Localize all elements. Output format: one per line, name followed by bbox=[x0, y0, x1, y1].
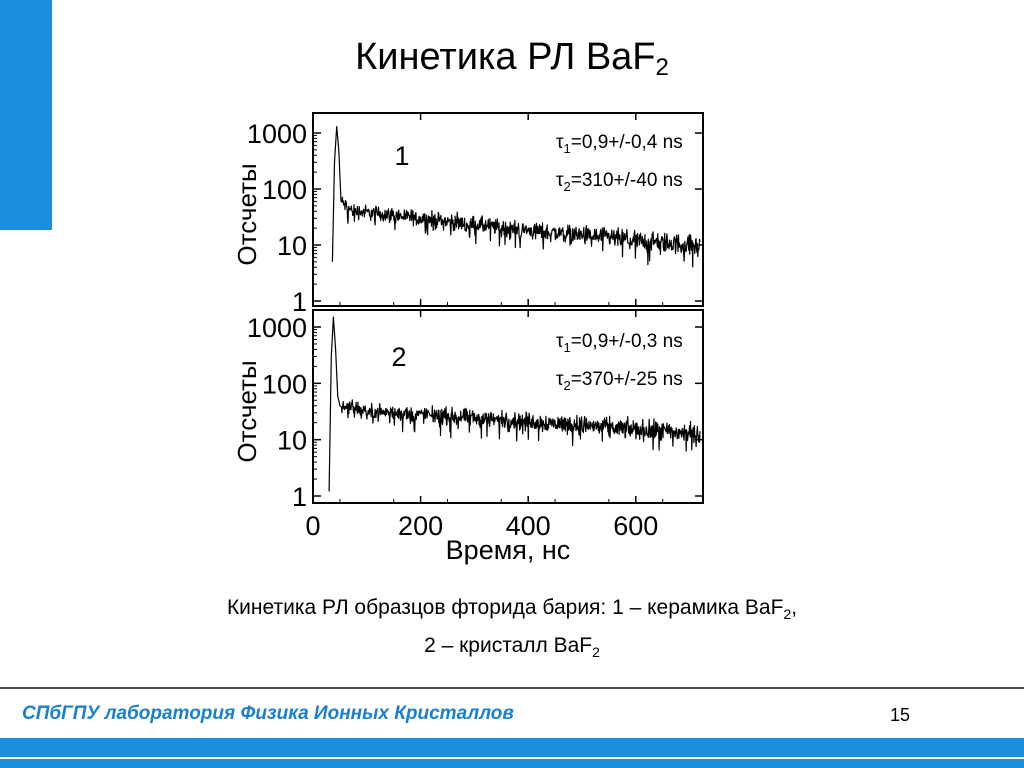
panel-number: 1 bbox=[394, 141, 409, 171]
panel-number: 2 bbox=[391, 342, 406, 372]
footer-band bbox=[0, 738, 1024, 768]
figure-caption: Кинетика РЛ образцов фторида бария: 1 – … bbox=[0, 592, 1024, 668]
footer-band-stripe bbox=[0, 757, 1024, 759]
panel-2: 1 10 100 1000 Отсчеты 2 τ1=0,9+/-0,3 ns τ2=370+… bbox=[232, 309, 704, 512]
y-tick-label: 100 bbox=[262, 175, 307, 205]
caption-line-1-end: , bbox=[791, 596, 798, 619]
panel-frame bbox=[312, 309, 704, 504]
y-tick-label: 10 bbox=[277, 231, 307, 261]
series-line bbox=[328, 316, 701, 492]
tau-annotation: τ1=0,9+/-0,3 ns bbox=[556, 331, 683, 355]
caption-line-1: Кинетика РЛ образцов фторида бария: 1 – … bbox=[0, 592, 1024, 630]
footer-lab-name: СПбГПУ лаборатория Физика Ионных Кристал… bbox=[22, 703, 514, 724]
caption-line-2-subscript: 2 bbox=[592, 644, 600, 661]
x-axis-label: Время, нс bbox=[446, 535, 571, 565]
y-tick-label: 1000 bbox=[247, 119, 307, 149]
y-axis-label: Отсчеты bbox=[232, 163, 262, 265]
panel-frame bbox=[312, 112, 704, 307]
y-tick-label: 1000 bbox=[247, 313, 307, 343]
tau-annotation: τ2=310+/-40 ns bbox=[556, 170, 683, 194]
y-axis-label: Отсчеты bbox=[232, 360, 262, 462]
y-tick-label: 10 bbox=[277, 426, 307, 456]
panel-1: 1 10 100 1000 Отсчеты 1 τ1=0,9+/-0,4 ns τ2=310+… bbox=[232, 112, 704, 317]
slide-title-subscript: 2 bbox=[655, 54, 669, 81]
page-number: 15 bbox=[889, 705, 911, 725]
caption-line-1-subscript: 2 bbox=[783, 606, 792, 623]
series-line bbox=[331, 126, 701, 268]
x-tick-label: 600 bbox=[613, 511, 658, 541]
slide-title-text: Кинетика РЛ BaF bbox=[355, 36, 656, 78]
accent-block bbox=[0, 0, 52, 230]
caption-line-2-text: 2 – кристалл BaF bbox=[424, 634, 593, 658]
slide-title: Кинетика РЛ BaF2 bbox=[0, 36, 1024, 82]
caption-line-1-text: Кинетика РЛ образцов фторида бария: 1 – … bbox=[226, 596, 784, 619]
y-tick-label: 100 bbox=[262, 369, 307, 399]
x-tick-label: 200 bbox=[398, 511, 443, 541]
tau-annotation: τ1=0,9+/-0,4 ns bbox=[556, 132, 683, 156]
caption-line-2: 2 – кристалл BaF2 bbox=[0, 630, 1024, 668]
tau-annotation: τ2=370+/-25 ns bbox=[556, 369, 683, 393]
y-tick-label: 1 bbox=[292, 482, 307, 512]
y-tick-label: 1 bbox=[292, 287, 307, 317]
x-tick-label: 0 bbox=[305, 511, 320, 541]
footer-divider bbox=[0, 687, 1024, 689]
x-tick-label: 400 bbox=[506, 511, 551, 541]
